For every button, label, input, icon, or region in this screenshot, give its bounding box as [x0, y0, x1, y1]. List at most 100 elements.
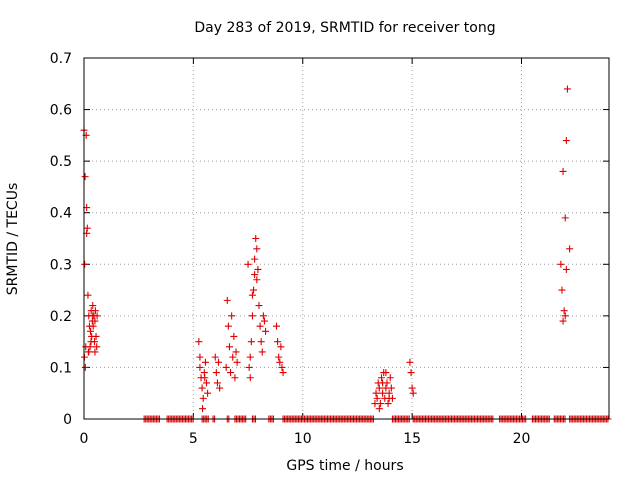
data-point: [277, 343, 285, 351]
data-point: [201, 374, 209, 382]
data-point: [247, 338, 255, 346]
data-point: [248, 291, 256, 299]
data-point: [215, 358, 223, 366]
data-point: [246, 353, 254, 361]
data-point: [408, 384, 416, 392]
data-point: [562, 137, 570, 145]
data-point: [385, 394, 393, 402]
data-point: [229, 353, 237, 361]
chart-title: Day 283 of 2019, SRMTID for receiver ton…: [194, 20, 495, 36]
data-point: [262, 327, 270, 335]
data-point: [91, 307, 99, 315]
data-point: [376, 400, 384, 408]
x-tick-label: 15: [403, 431, 421, 447]
data-point: [89, 322, 97, 330]
data-point: [233, 358, 241, 366]
data-point: [222, 363, 230, 371]
data-point: [260, 317, 268, 325]
data-point: [251, 255, 259, 263]
x-tick-label: 20: [513, 431, 531, 447]
data-point: [375, 384, 383, 392]
data-point: [561, 312, 569, 320]
data-point: [227, 369, 235, 377]
data-point: [231, 374, 239, 382]
data-point: [250, 286, 258, 294]
data-point: [93, 343, 101, 351]
data-point: [213, 379, 221, 387]
data-point: [259, 312, 267, 320]
data-point: [81, 363, 89, 371]
data-point: [232, 348, 240, 356]
data-point: [81, 173, 89, 181]
data-point: [201, 358, 209, 366]
data-point: [258, 348, 266, 356]
x-tick-label: 10: [294, 431, 312, 447]
data-point: [559, 167, 567, 175]
data-point: [225, 343, 233, 351]
data-point: [253, 245, 261, 253]
data-point: [255, 302, 263, 310]
y-tick-label: 0.7: [50, 51, 72, 67]
data-point: [211, 353, 219, 361]
data-point: [373, 394, 381, 402]
data-point: [85, 348, 93, 356]
data-point: [386, 374, 394, 382]
data-point: [275, 353, 283, 361]
axis-ticks: 0 0.1 0.2 0.3 0.4 0.5 0.6 0.7 0 5 10 15 20: [50, 51, 609, 447]
data-point: [216, 384, 224, 392]
data-point: [199, 394, 207, 402]
data-point: [561, 214, 569, 222]
data-point: [563, 85, 571, 93]
data-point: [256, 322, 264, 330]
data-point: [387, 384, 395, 392]
data-point: [379, 389, 387, 397]
plot-frame: [83, 57, 610, 420]
data-points: [80, 85, 612, 423]
data-point: [87, 327, 95, 335]
data-point: [223, 296, 231, 304]
data-point: [228, 312, 236, 320]
data-point: [81, 260, 89, 268]
data-point: [257, 338, 265, 346]
data-point: [384, 400, 392, 408]
data-point: [562, 265, 570, 273]
data-point: [248, 312, 256, 320]
data-point: [203, 379, 210, 387]
y-axis-label: SRMTID / TECUs: [5, 183, 21, 296]
y-tick-label: 0.2: [50, 309, 72, 325]
data-point: [89, 312, 97, 320]
data-point: [409, 389, 417, 397]
data-point: [198, 384, 206, 392]
data-point: [251, 271, 259, 279]
grid: [84, 58, 609, 419]
data-point: [372, 389, 380, 397]
data-point: [89, 302, 97, 310]
data-point: [274, 338, 282, 346]
y-tick-label: 0.5: [50, 154, 72, 170]
data-point: [87, 338, 95, 346]
data-point: [199, 405, 207, 413]
data-point: [273, 322, 280, 330]
data-point: [557, 260, 565, 268]
x-axis-label: GPS time / hours: [286, 458, 403, 474]
x-tick-label: 5: [189, 431, 198, 447]
data-point: [86, 343, 94, 351]
data-point: [244, 260, 252, 268]
data-point: [230, 332, 238, 340]
data-point: [566, 245, 574, 253]
data-point: [375, 405, 383, 413]
data-point: [382, 369, 390, 377]
data-point: [558, 286, 566, 294]
data-point: [253, 276, 261, 284]
data-point: [276, 358, 284, 366]
data-point: [245, 363, 253, 371]
x-tick-label: 0: [80, 431, 89, 447]
data-point: [559, 317, 567, 325]
data-point: [204, 389, 212, 397]
data-point: [279, 369, 287, 377]
y-tick-label: 0.4: [50, 206, 72, 222]
data-point: [83, 224, 91, 232]
y-tick-label: 0.1: [50, 360, 72, 376]
data-point: [195, 338, 203, 346]
